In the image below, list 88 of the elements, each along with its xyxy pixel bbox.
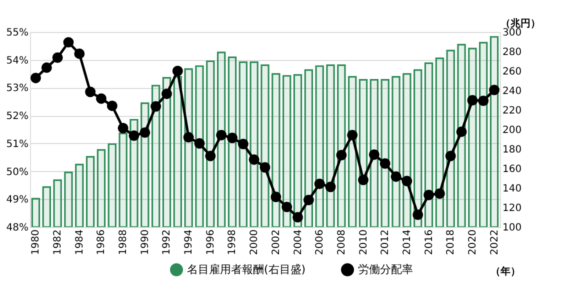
point xyxy=(140,127,150,138)
point xyxy=(227,132,238,144)
y2-tick-label: 140 xyxy=(502,184,522,194)
y-tick-label: 53% xyxy=(6,83,28,94)
y2-tick-label: 300 xyxy=(502,28,522,38)
x-tick-label: 2014 xyxy=(402,230,413,255)
x-tick-label: 2004 xyxy=(292,230,304,255)
legend-label: 労働分配率 xyxy=(358,262,413,276)
y-tick-label: 54% xyxy=(6,55,28,66)
y2-tick-label: 200 xyxy=(502,125,522,136)
point xyxy=(402,176,412,186)
x-tick-label: 2006 xyxy=(314,230,326,255)
point xyxy=(390,171,402,182)
x-tick-label: 2020 xyxy=(467,230,478,255)
x-tick-label: 1998 xyxy=(227,230,238,255)
point xyxy=(63,37,74,48)
point xyxy=(74,48,85,59)
point xyxy=(128,130,140,141)
x-tick-label: 1980 xyxy=(30,230,42,255)
point xyxy=(434,188,445,199)
point xyxy=(194,138,205,149)
y-tick-label: 49% xyxy=(6,194,28,206)
point xyxy=(489,84,500,96)
point xyxy=(282,202,292,212)
point xyxy=(205,150,216,162)
point xyxy=(314,178,325,190)
y2-tick-label: 280 xyxy=(502,47,522,58)
point xyxy=(41,62,52,73)
legend-label: 名目雇用者報酬(右目盛) xyxy=(187,262,306,276)
point xyxy=(106,100,118,112)
x-tick-label: 2010 xyxy=(358,230,370,255)
point xyxy=(478,96,489,106)
point xyxy=(303,194,314,206)
point xyxy=(368,149,380,160)
point xyxy=(30,72,41,84)
y-tick-label: 52% xyxy=(6,111,28,122)
x-tick-label: 2018 xyxy=(446,230,457,255)
point xyxy=(270,192,282,202)
y-tick-label: 51% xyxy=(6,138,28,150)
y2-tick-label: 160 xyxy=(502,164,522,175)
point xyxy=(336,150,347,160)
point xyxy=(445,150,456,162)
point xyxy=(172,66,183,76)
y-tick-label: 48% xyxy=(6,222,28,234)
y2-tick-label: 220 xyxy=(502,106,522,116)
y2-tick-label: 100 xyxy=(502,222,522,234)
point xyxy=(118,122,128,134)
point xyxy=(96,93,106,104)
point xyxy=(467,95,478,106)
point xyxy=(260,162,270,173)
y2-axis-title: （兆円） xyxy=(500,18,540,30)
point xyxy=(150,101,162,112)
point xyxy=(292,212,303,222)
y-tick-label: 50% xyxy=(6,166,28,178)
x-tick-label: 1992 xyxy=(162,230,173,255)
y2-tick-label: 240 xyxy=(502,86,522,97)
point xyxy=(456,126,467,137)
x-tick-label: 2016 xyxy=(424,230,435,255)
point xyxy=(412,210,424,220)
point xyxy=(325,182,336,192)
y2-tick-label: 260 xyxy=(502,66,522,78)
point xyxy=(216,130,227,140)
point xyxy=(162,88,172,100)
point xyxy=(380,158,390,169)
point xyxy=(347,130,358,140)
point xyxy=(238,138,248,150)
x-tick-label: 2022 xyxy=(489,230,500,255)
x-tick-label: 1982 xyxy=(52,230,64,255)
x-tick-label: 1988 xyxy=(118,230,130,255)
x-tick-label: 1996 xyxy=(205,230,216,255)
x-tick-label: 1994 xyxy=(184,230,195,255)
x-axis-title: （年） xyxy=(490,266,520,278)
point xyxy=(183,132,194,143)
point xyxy=(52,52,63,63)
point xyxy=(248,154,260,165)
x-tick-label: 1990 xyxy=(140,230,151,255)
x-tick-label: 2000 xyxy=(249,230,260,255)
point xyxy=(358,174,368,186)
x-tick-label: 2012 xyxy=(380,230,392,255)
x-tick-label: 1984 xyxy=(74,230,86,255)
x-tick-label: 2008 xyxy=(336,230,348,255)
y2-tick-label: 180 xyxy=(502,144,522,156)
x-tick-label: 2002 xyxy=(270,230,282,255)
point xyxy=(85,86,96,98)
y-tick-label: 55% xyxy=(6,28,28,38)
point xyxy=(424,190,434,200)
y2-tick-label: 120 xyxy=(502,203,522,214)
x-tick-label: 1986 xyxy=(96,230,108,255)
